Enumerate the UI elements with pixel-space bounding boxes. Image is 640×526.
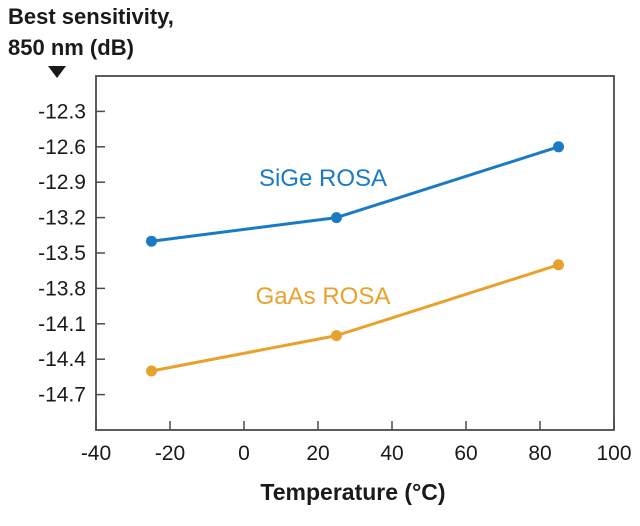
- series-line: [151, 145, 559, 243]
- y-tick-label: -13.2: [38, 207, 86, 230]
- y-tick-label: -12.9: [38, 171, 86, 194]
- x-tick-label: 40: [380, 442, 403, 465]
- y-tick-label: -14.7: [38, 384, 86, 407]
- x-tick-label: 80: [528, 442, 551, 465]
- series-label: GaAs ROSA: [256, 283, 391, 310]
- y-tick-label: -13.5: [38, 242, 86, 265]
- arrow-down-icon: [48, 66, 66, 78]
- x-axis: -40 -20 0 20 40 60 80 100: [81, 421, 632, 465]
- x-tick-label: 0: [238, 442, 250, 465]
- plot-frame: [95, 75, 615, 431]
- data-point: [553, 259, 564, 271]
- y-tick-label: -12.6: [38, 136, 86, 159]
- y-tick-label: -13.8: [38, 277, 86, 300]
- x-tick-label: -40: [81, 442, 111, 465]
- y-tick-label: -14.1: [38, 313, 86, 336]
- series-layer: SiGe ROSA GaAs ROSA: [146, 141, 564, 377]
- x-tick-label: -20: [155, 442, 185, 465]
- y-axis-title-line2: 850 nm (dB): [8, 35, 134, 60]
- series-label: SiGe ROSA: [259, 165, 387, 192]
- x-tick-label: 100: [596, 442, 631, 465]
- x-axis-title: Temperature (°C): [260, 479, 445, 505]
- data-point: [146, 365, 157, 377]
- x-tick-label: 20: [306, 442, 329, 465]
- y-axis-title-line1: Best sensitivity,: [8, 4, 174, 29]
- y-tick-label: -12.3: [38, 100, 86, 123]
- data-point: [553, 141, 564, 153]
- data-point: [331, 330, 342, 342]
- data-point: [146, 235, 157, 247]
- y-tick-label: -14.4: [38, 348, 86, 371]
- data-point: [331, 212, 342, 224]
- y-axis: -12.3 -12.6 -12.9 -13.2 -13.5 -13.8 -14.1 -14.4…: [38, 100, 105, 407]
- series-line: [151, 263, 559, 373]
- x-tick-label: 60: [454, 442, 477, 465]
